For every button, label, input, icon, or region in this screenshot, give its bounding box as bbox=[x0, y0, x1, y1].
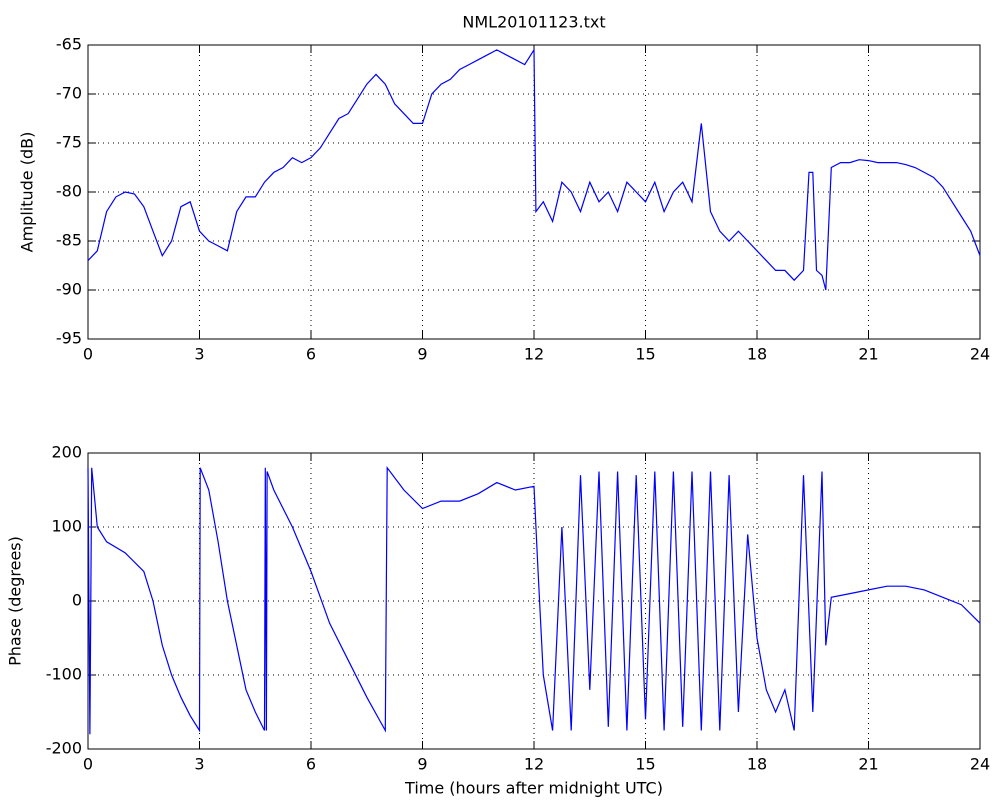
y-axis-label: Phase (degrees) bbox=[6, 536, 25, 666]
chart-title: NML20101123.txt bbox=[462, 13, 605, 32]
y-tick-label: -70 bbox=[56, 84, 82, 103]
axes-box bbox=[87, 452, 981, 750]
x-tick-label: 12 bbox=[524, 345, 544, 364]
y-tick-label: 200 bbox=[51, 443, 82, 462]
x-tick-label: 3 bbox=[194, 755, 204, 774]
x-tick-label: 15 bbox=[635, 755, 655, 774]
x-tick-label: 21 bbox=[858, 755, 878, 774]
x-tick-label: 9 bbox=[417, 345, 427, 364]
y-tick-label: 100 bbox=[51, 517, 82, 536]
x-tick-label: 24 bbox=[970, 755, 990, 774]
x-tick-label: 6 bbox=[306, 755, 316, 774]
x-axis-label: Time (hours after midnight UTC) bbox=[404, 779, 663, 798]
y-tick-label: -200 bbox=[46, 739, 82, 758]
y-tick-label: 0 bbox=[72, 591, 82, 610]
data-line bbox=[87, 466, 981, 735]
x-tick-label: 18 bbox=[747, 345, 767, 364]
data-line bbox=[87, 47, 981, 291]
y-tick-label: -80 bbox=[56, 182, 82, 201]
x-tick-label: 12 bbox=[524, 755, 544, 774]
axes-box bbox=[87, 44, 981, 340]
y-tick-label: -75 bbox=[56, 133, 82, 152]
y-tick-label: -65 bbox=[56, 35, 82, 54]
y-tick-label: -90 bbox=[56, 280, 82, 299]
x-tick-label: 15 bbox=[635, 345, 655, 364]
x-tick-label: 24 bbox=[970, 345, 990, 364]
y-tick-label: -85 bbox=[56, 231, 82, 250]
x-tick-label: 21 bbox=[858, 345, 878, 364]
x-tick-label: 3 bbox=[194, 345, 204, 364]
x-tick-label: 6 bbox=[306, 345, 316, 364]
x-tick-label: 0 bbox=[83, 345, 93, 364]
x-tick-label: 9 bbox=[417, 755, 427, 774]
x-tick-label: 18 bbox=[747, 755, 767, 774]
y-axis-label: Amplitude (dB) bbox=[18, 132, 37, 253]
y-tick-label: -100 bbox=[46, 665, 82, 684]
x-tick-label: 0 bbox=[83, 755, 93, 774]
y-tick-label: -95 bbox=[56, 329, 82, 348]
